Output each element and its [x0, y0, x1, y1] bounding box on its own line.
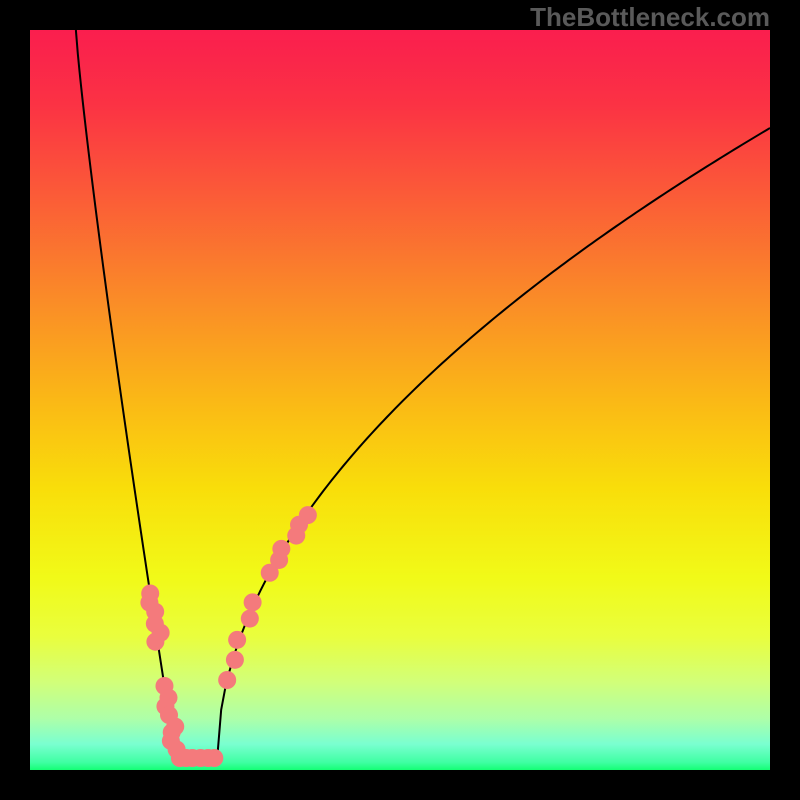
- curve-dot: [205, 749, 223, 767]
- curve-dot: [218, 671, 236, 689]
- bottleneck-chart: [0, 0, 800, 800]
- chart-container: TheBottleneck.com: [0, 0, 800, 800]
- curve-dot: [272, 540, 290, 558]
- curve-dot: [146, 633, 164, 651]
- gradient-background: [30, 30, 770, 770]
- curve-dot: [226, 651, 244, 669]
- curve-dot: [241, 610, 259, 628]
- curve-dot: [299, 506, 317, 524]
- curve-dot: [228, 631, 246, 649]
- curve-dot: [244, 593, 262, 611]
